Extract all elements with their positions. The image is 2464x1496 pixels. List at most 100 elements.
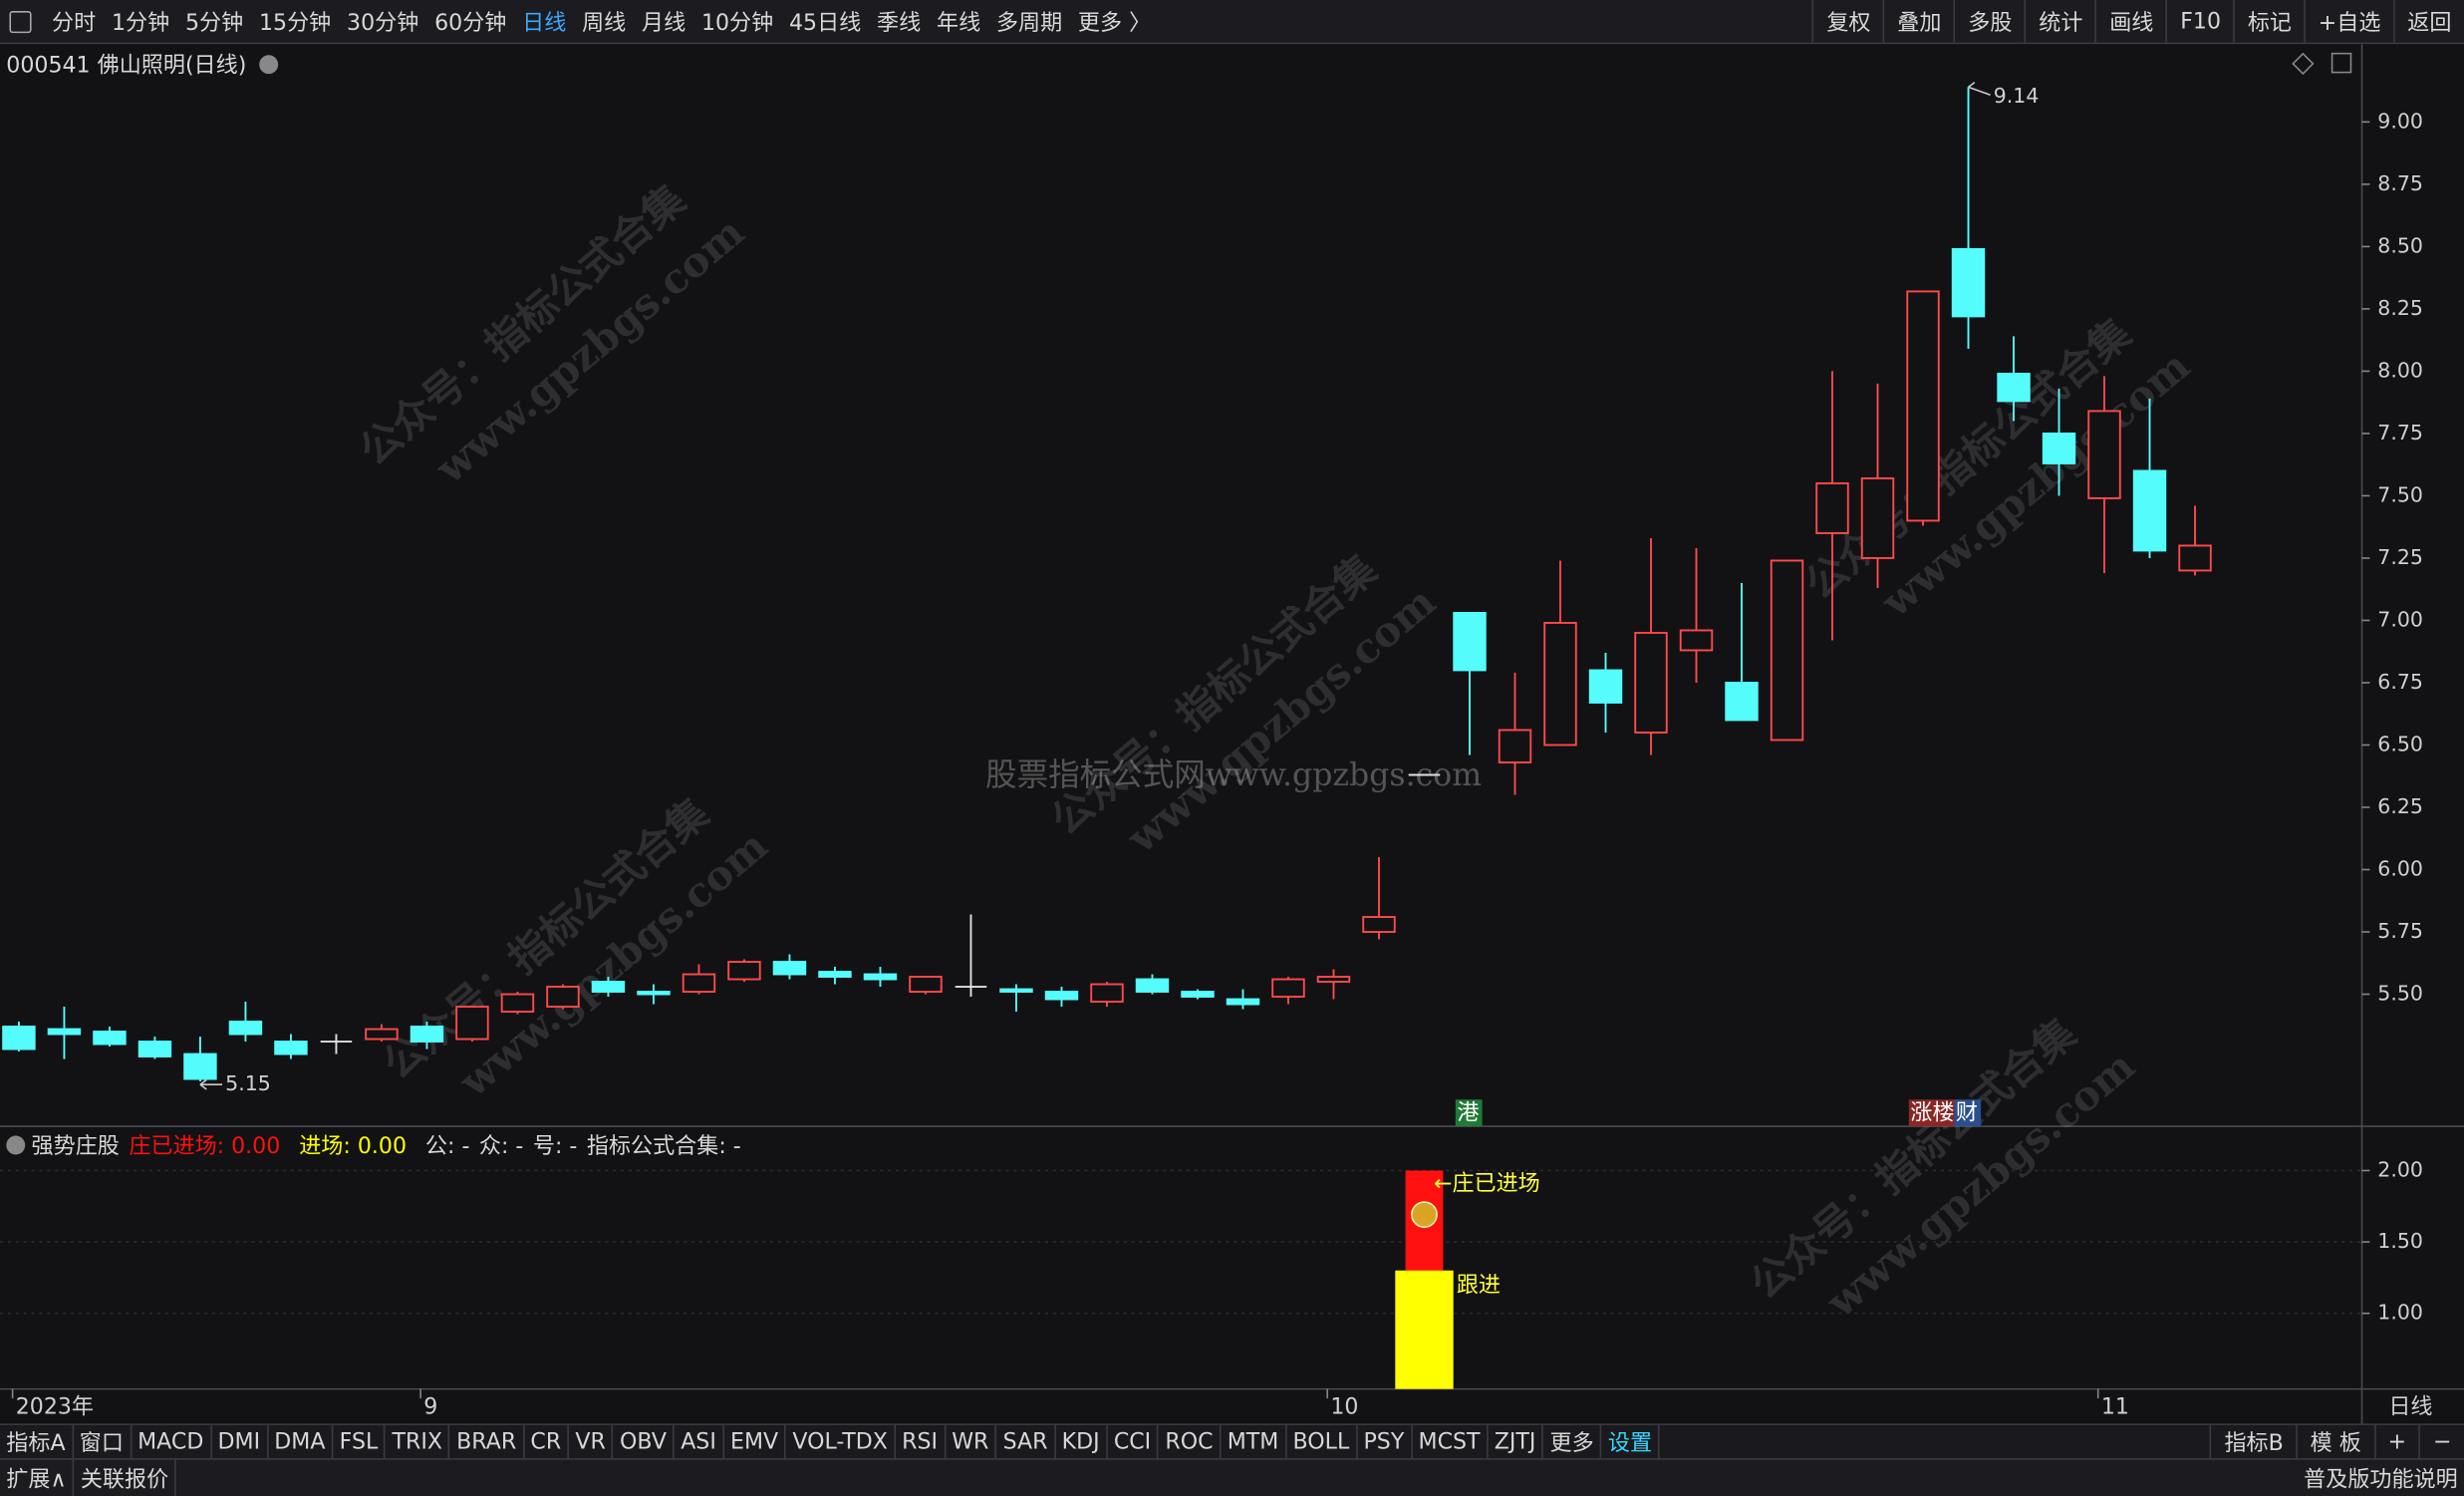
indicator-tab[interactable]: VOL-TDX <box>786 1424 896 1459</box>
candle-body <box>1271 978 1305 998</box>
indicator-tab[interactable]: TRIX <box>386 1424 450 1459</box>
period-button[interactable]: 分时 <box>52 10 97 36</box>
indicator-tab[interactable]: 指标A <box>0 1424 74 1459</box>
period-button[interactable]: 日线 <box>522 10 567 36</box>
indicator-tab[interactable]: DMA <box>268 1424 334 1459</box>
indicator-tab[interactable]: BRAR <box>450 1424 525 1459</box>
badge <box>1908 1099 1960 1127</box>
indicator-tab[interactable]: PSY <box>1357 1424 1413 1459</box>
indicator-tab[interactable]: WR <box>946 1424 997 1459</box>
dropdown-icon[interactable] <box>258 55 278 75</box>
candle-body <box>727 961 761 981</box>
status-button[interactable]: 扩展∧ <box>0 1459 75 1496</box>
action-button[interactable]: 画线 <box>2095 0 2166 43</box>
indicator-tab[interactable]: EMV <box>724 1424 787 1459</box>
candle-body <box>1997 372 2031 403</box>
legend-readout: : 0.00 <box>343 1133 408 1160</box>
indicator-tab[interactable]: RSI <box>896 1424 946 1459</box>
indicator-tab[interactable]: ZJTJ <box>1488 1424 1544 1459</box>
indicator-tab[interactable]: DMI <box>211 1424 268 1459</box>
period-button[interactable]: 45日线 <box>789 10 862 36</box>
indicator-tab[interactable]: MACD <box>132 1424 212 1459</box>
period-button[interactable]: 30分钟 <box>347 10 419 36</box>
annotation: ←庄已进场 <box>1434 1172 1540 1197</box>
period-button[interactable]: 周线 <box>582 10 627 36</box>
indicator-tab[interactable]: CR <box>524 1424 570 1459</box>
candle-body <box>818 971 852 978</box>
candle-body <box>1316 976 1351 983</box>
money-bag-icon <box>1411 1201 1438 1229</box>
candle-body <box>500 993 535 1013</box>
candle-body <box>1588 669 1623 704</box>
indicator-tab[interactable]: OBV <box>614 1424 675 1459</box>
period-button[interactable]: 60分钟 <box>434 10 507 36</box>
candle-body <box>1181 991 1215 998</box>
indicator-tab[interactable]: VR <box>569 1424 614 1459</box>
indicator-tab[interactable]: 模 板 <box>2296 1424 2373 1459</box>
header-extra: 指标公式合集: - <box>586 1133 741 1160</box>
indicator-tab[interactable]: 设置 <box>1602 1424 1660 1459</box>
action-button[interactable]: 多股 <box>1954 0 2025 43</box>
indicator-tab[interactable]: 指标B <box>2210 1424 2296 1459</box>
period-button[interactable]: 15分钟 <box>258 10 332 36</box>
indicator-tab[interactable]: MCST <box>1412 1424 1489 1459</box>
chart-title: 000541 佛山照明(日线) <box>6 53 247 79</box>
legend-name: 进场 <box>299 1133 344 1160</box>
candle-body <box>365 1028 399 1041</box>
period-button[interactable]: 更多 〉 <box>1077 10 1152 36</box>
indicator-tab[interactable]: BOLL <box>1286 1424 1358 1459</box>
indicator-tab[interactable]: 更多 <box>1543 1424 1602 1459</box>
candle-body <box>1226 998 1260 1006</box>
candle-body <box>47 1028 82 1036</box>
candle-body <box>999 988 1033 993</box>
period-button[interactable]: 季线 <box>877 10 922 36</box>
action-button[interactable]: 统计 <box>2025 0 2095 43</box>
panel-icon[interactable] <box>9 10 32 33</box>
indicator-header: 强势庄股 庄已进场: 0.00 进场: 0.00 公: - 众: - 号: - 指标公式合集… <box>6 1131 750 1159</box>
x-tick-label: 9 <box>423 1395 437 1420</box>
badge-text: 港 <box>1457 1100 1479 1125</box>
indicator-tab[interactable]: ROC <box>1159 1424 1222 1459</box>
indicator-tab[interactable]: FSL <box>333 1424 387 1459</box>
watermark-center: 股票指标公式网www.gpzbgs.com <box>985 757 1482 793</box>
action-button[interactable]: 复权 <box>1812 0 1883 43</box>
header-extra: 众: - <box>478 1133 524 1160</box>
action-button[interactable]: 返回 <box>2393 0 2464 43</box>
indicator-tab[interactable]: ASI <box>675 1424 724 1459</box>
candle-body <box>1951 247 1986 318</box>
x-tick-label: 2023年 <box>16 1395 94 1420</box>
indicator-tab[interactable]: + <box>2373 1424 2418 1459</box>
candle-body <box>410 1026 444 1043</box>
candle-body <box>637 991 671 996</box>
period-button[interactable]: 1分钟 <box>111 10 170 36</box>
status-bar: 扩展∧ 关联报价 普及版功能说明 <box>0 1458 2464 1496</box>
candle-body <box>1679 629 1714 652</box>
action-button[interactable]: 叠加 <box>1883 0 1954 43</box>
badge-text: 涨楼 <box>1910 1100 1954 1125</box>
indicator-tab[interactable]: 窗口 <box>73 1424 132 1459</box>
y-tick-label: 6.50 <box>2377 732 2423 755</box>
indicator-tab[interactable]: KDJ <box>1055 1424 1108 1459</box>
indicator-tab[interactable]: − <box>2418 1424 2464 1459</box>
period-button[interactable]: 5分钟 <box>184 10 244 36</box>
action-button[interactable]: F10 <box>2165 0 2234 43</box>
help-link[interactable]: 普及版功能说明 <box>2304 1466 2458 1493</box>
dropdown-icon[interactable] <box>6 1135 26 1155</box>
window-icon <box>2330 52 2352 74</box>
action-button[interactable]: +自选 <box>2304 0 2393 43</box>
badge-text: 财 <box>1956 1100 1978 1125</box>
period-button[interactable]: 年线 <box>936 10 981 36</box>
status-button[interactable]: 关联报价 <box>75 1459 177 1496</box>
action-button[interactable]: 标记 <box>2233 0 2305 43</box>
indicator-tab[interactable]: MTM <box>1221 1424 1287 1459</box>
candle-body <box>1634 632 1668 734</box>
badge <box>1455 1099 1483 1127</box>
legend-item: 庄已进场: 0.00 <box>129 1129 289 1161</box>
period-button[interactable]: 月线 <box>642 10 686 36</box>
header-extra: 公: - <box>424 1133 470 1160</box>
indicator-tab[interactable]: SAR <box>996 1424 1056 1459</box>
period-button[interactable]: 10分钟 <box>700 10 774 36</box>
period-button[interactable]: 多周期 <box>995 10 1063 36</box>
plot-background <box>0 44 2464 1424</box>
indicator-tab[interactable]: CCI <box>1108 1424 1160 1459</box>
